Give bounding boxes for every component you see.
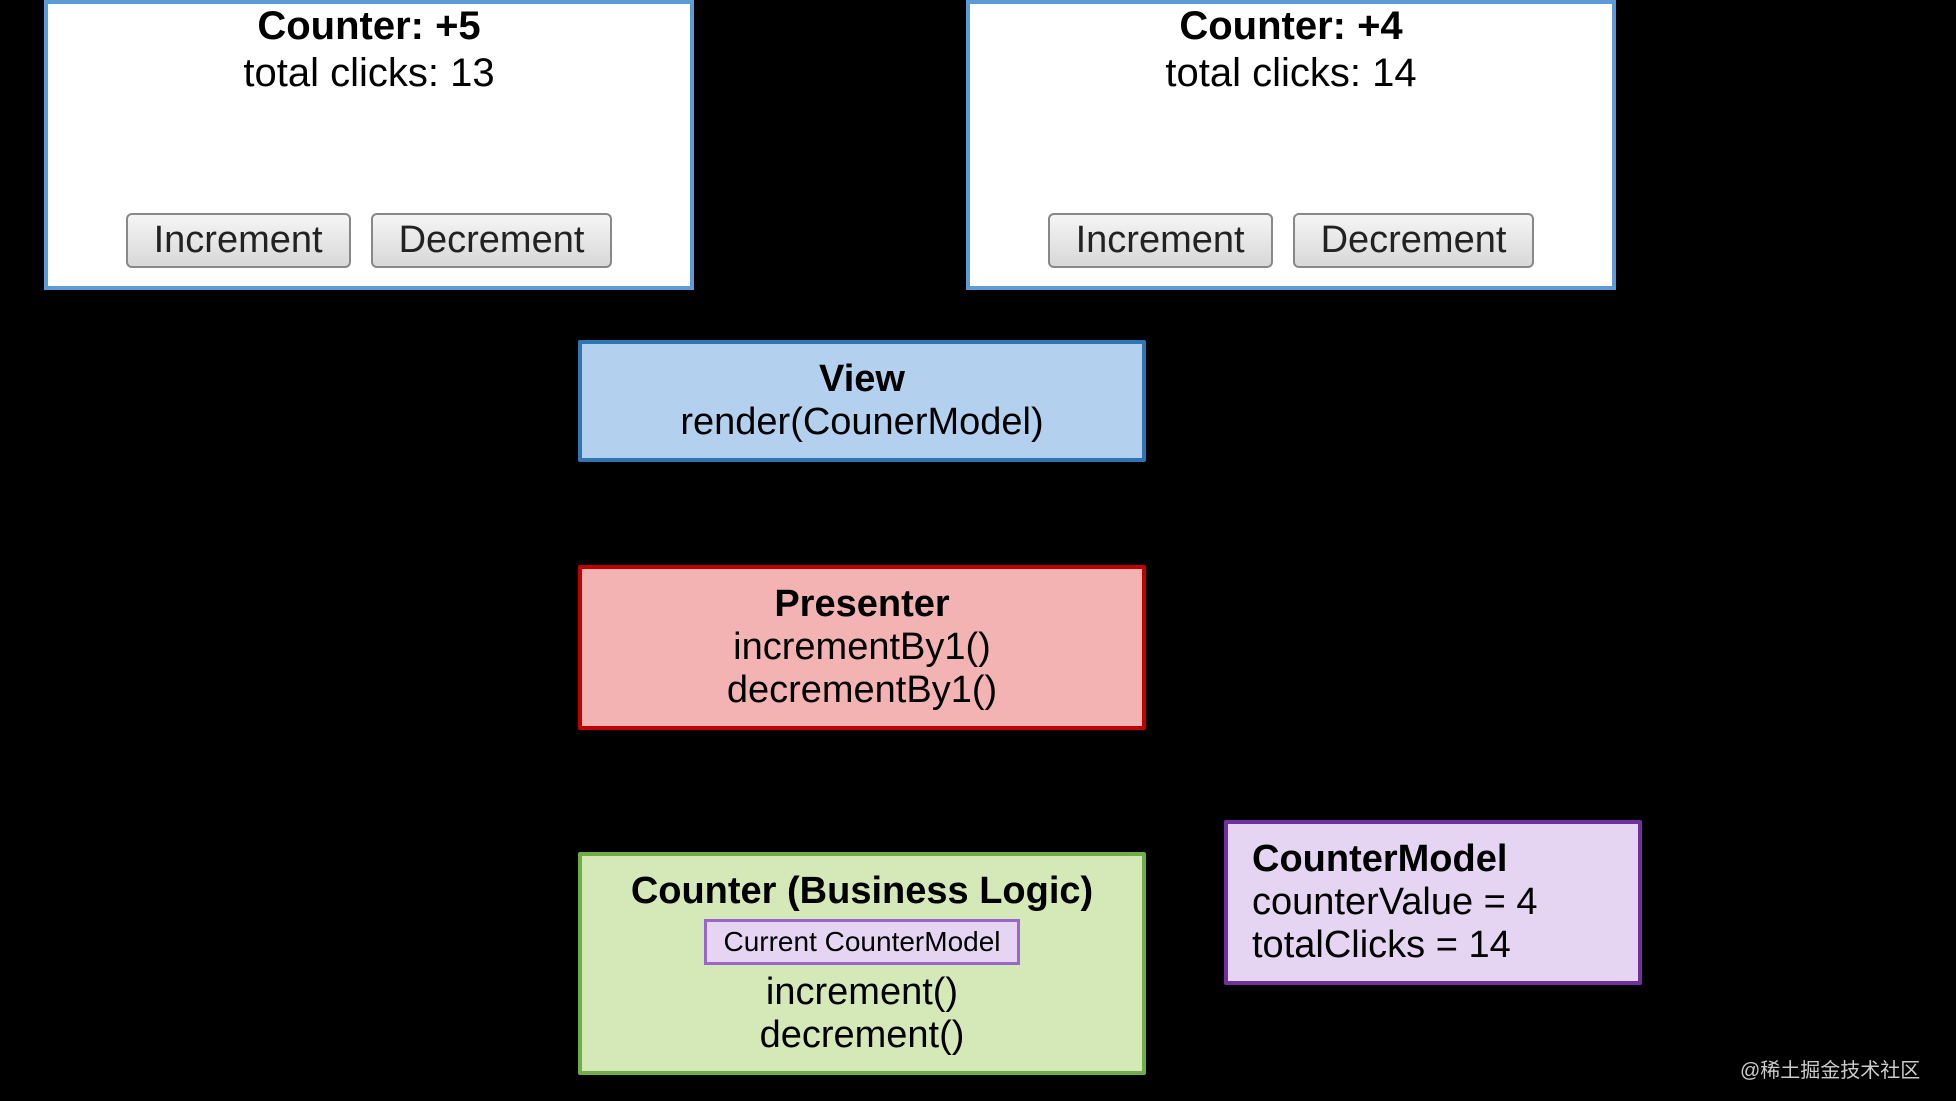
counter-title-right: Counter: +4 bbox=[970, 4, 1612, 49]
presenter-title: Presenter bbox=[602, 583, 1122, 626]
presenter-box: Presenter incrementBy1() decrementBy1() bbox=[578, 565, 1146, 730]
view-title: View bbox=[602, 358, 1122, 401]
counter-subtitle-right: total clicks: 14 bbox=[970, 51, 1612, 96]
model-box: CounterModel counterValue = 4 totalClick… bbox=[1224, 820, 1642, 985]
counter-box: Counter (Business Logic) Current Counter… bbox=[578, 852, 1146, 1075]
decrement-button[interactable]: Decrement bbox=[371, 213, 613, 268]
counter-panel-right: Counter: +4 total clicks: 14 Increment D… bbox=[966, 0, 1616, 290]
model-line1: counterValue = 4 bbox=[1252, 881, 1614, 924]
counter-panel-left: Counter: +5 total clicks: 13 Increment D… bbox=[44, 0, 694, 290]
counter-line1: increment() bbox=[602, 971, 1122, 1014]
view-box: View render(CounerModel) bbox=[578, 340, 1146, 462]
presenter-line2: decrementBy1() bbox=[602, 669, 1122, 712]
counter-badge: Current CounterModel bbox=[704, 919, 1019, 965]
counter-subtitle-left: total clicks: 13 bbox=[48, 51, 690, 96]
presenter-line1: incrementBy1() bbox=[602, 626, 1122, 669]
button-row-right: Increment Decrement bbox=[970, 213, 1612, 268]
increment-button[interactable]: Increment bbox=[126, 213, 351, 268]
increment-button[interactable]: Increment bbox=[1048, 213, 1273, 268]
counter-title: Counter (Business Logic) bbox=[602, 870, 1122, 913]
counter-title-left: Counter: +5 bbox=[48, 4, 690, 49]
button-row-left: Increment Decrement bbox=[48, 213, 690, 268]
decrement-button[interactable]: Decrement bbox=[1293, 213, 1535, 268]
watermark: @稀土掘金技术社区 bbox=[1740, 1054, 1920, 1083]
model-title: CounterModel bbox=[1252, 838, 1614, 881]
view-line1: render(CounerModel) bbox=[602, 401, 1122, 444]
counter-line2: decrement() bbox=[602, 1014, 1122, 1057]
model-line2: totalClicks = 14 bbox=[1252, 924, 1614, 967]
